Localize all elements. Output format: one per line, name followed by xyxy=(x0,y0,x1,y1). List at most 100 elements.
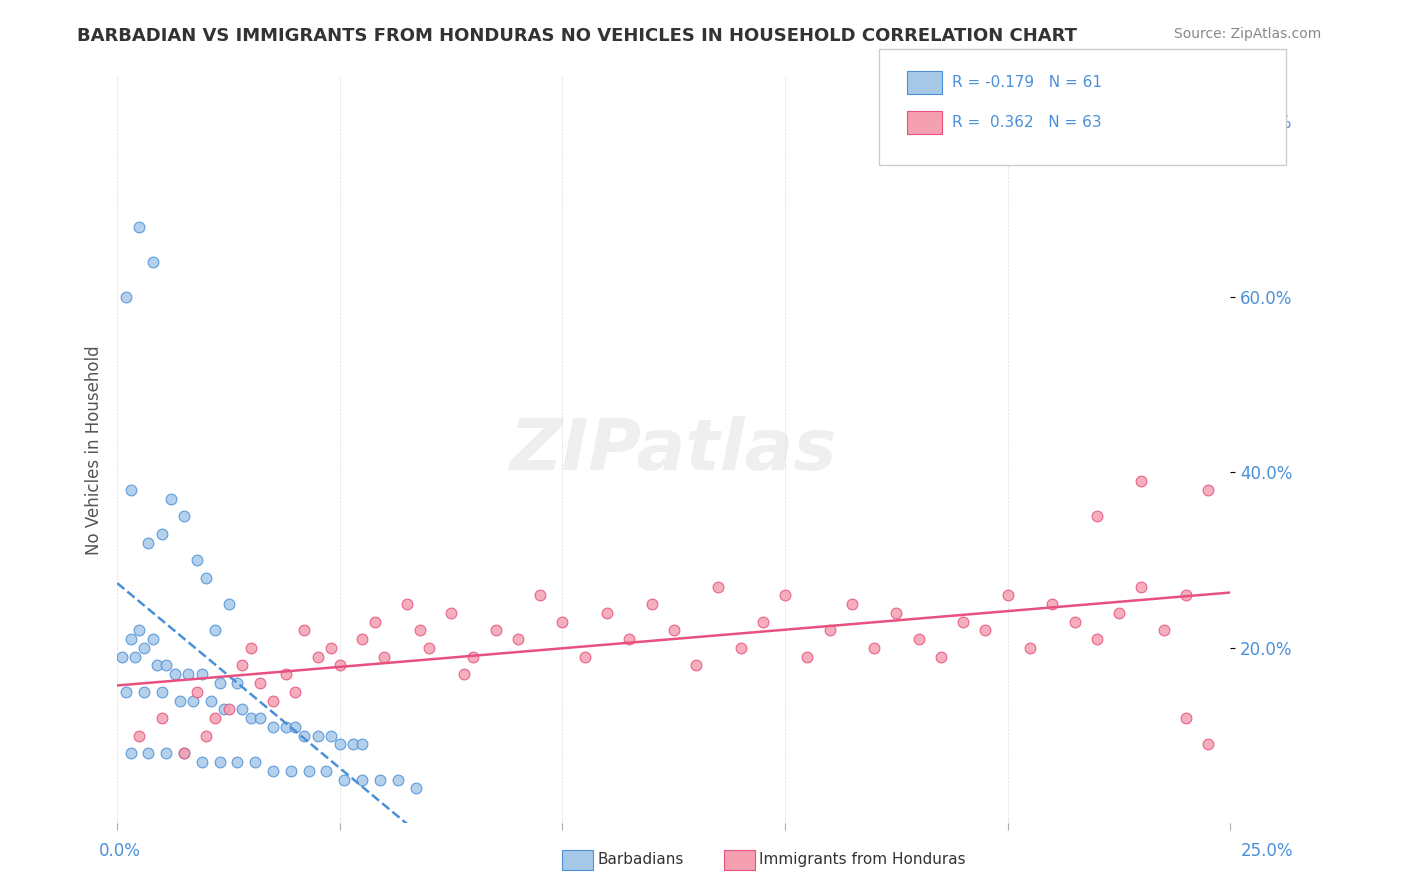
Point xyxy=(212,702,235,716)
Point xyxy=(364,615,387,629)
Point xyxy=(195,729,218,743)
Point xyxy=(1174,588,1197,602)
Text: Immigrants from Honduras: Immigrants from Honduras xyxy=(759,853,966,867)
Text: ZIPatlas: ZIPatlas xyxy=(510,416,838,485)
Point xyxy=(292,729,315,743)
Point xyxy=(226,755,249,769)
Point xyxy=(208,755,231,769)
Point xyxy=(284,720,307,734)
Point xyxy=(120,632,142,647)
Point xyxy=(138,746,160,760)
Point xyxy=(1019,640,1042,655)
Point xyxy=(208,676,231,690)
Point xyxy=(262,693,284,707)
Point xyxy=(387,772,409,787)
Point xyxy=(463,649,485,664)
Point xyxy=(292,624,315,638)
Text: 25.0%: 25.0% xyxy=(1241,842,1294,860)
Point xyxy=(685,658,707,673)
Point xyxy=(307,729,329,743)
Point xyxy=(952,615,974,629)
Point xyxy=(730,640,752,655)
Point xyxy=(195,571,218,585)
Point xyxy=(886,606,908,620)
Point xyxy=(574,649,596,664)
Point xyxy=(395,597,418,611)
Point xyxy=(319,640,342,655)
Point xyxy=(231,702,253,716)
Point xyxy=(231,658,253,673)
Point xyxy=(485,624,508,638)
Point xyxy=(120,746,142,760)
Point xyxy=(333,772,356,787)
Point xyxy=(409,624,432,638)
Point xyxy=(280,764,302,778)
Point xyxy=(128,219,150,234)
Point xyxy=(276,667,298,681)
Point xyxy=(1153,624,1175,638)
Point xyxy=(191,755,214,769)
Point xyxy=(132,640,155,655)
Point xyxy=(1063,615,1085,629)
Point xyxy=(138,535,160,549)
Point xyxy=(284,685,307,699)
Text: Source: ZipAtlas.com: Source: ZipAtlas.com xyxy=(1174,27,1322,41)
Point xyxy=(276,720,298,734)
Point xyxy=(1130,580,1153,594)
Point xyxy=(506,632,529,647)
Point xyxy=(1197,483,1219,497)
Point xyxy=(159,491,181,506)
Point xyxy=(150,526,173,541)
Point xyxy=(1085,632,1108,647)
Point xyxy=(841,597,863,611)
Point xyxy=(249,676,271,690)
Text: R =  0.362   N = 63: R = 0.362 N = 63 xyxy=(952,115,1101,129)
Point xyxy=(177,667,200,681)
Point xyxy=(128,729,150,743)
Point xyxy=(186,553,208,567)
Point xyxy=(200,693,222,707)
Point xyxy=(997,588,1019,602)
Point xyxy=(245,755,267,769)
Point xyxy=(1130,474,1153,488)
Text: 0.0%: 0.0% xyxy=(98,842,141,860)
Point xyxy=(818,624,841,638)
Point xyxy=(368,772,391,787)
Point xyxy=(863,640,886,655)
Point xyxy=(146,658,169,673)
Point xyxy=(1085,509,1108,524)
Point xyxy=(150,685,173,699)
Point xyxy=(142,632,165,647)
Point xyxy=(1174,711,1197,725)
Point xyxy=(165,667,187,681)
Point xyxy=(142,254,165,268)
Point xyxy=(173,746,195,760)
Point xyxy=(418,640,440,655)
Point xyxy=(342,738,364,752)
Point xyxy=(239,711,262,725)
Point xyxy=(315,764,337,778)
Point xyxy=(262,764,284,778)
Point xyxy=(707,580,730,594)
Point xyxy=(974,624,997,638)
Point xyxy=(128,624,150,638)
Point xyxy=(453,667,475,681)
Point xyxy=(173,746,195,760)
Point xyxy=(1197,738,1219,752)
Point xyxy=(155,658,177,673)
Point xyxy=(551,615,574,629)
Point xyxy=(155,746,177,760)
Point xyxy=(907,632,929,647)
Text: R = -0.179   N = 61: R = -0.179 N = 61 xyxy=(952,75,1102,89)
Point xyxy=(132,685,155,699)
Point xyxy=(352,772,374,787)
Point xyxy=(319,729,342,743)
Point xyxy=(1040,597,1063,611)
Point xyxy=(529,588,551,602)
Y-axis label: No Vehicles in Household: No Vehicles in Household xyxy=(86,345,103,556)
Point xyxy=(440,606,463,620)
Point xyxy=(181,693,204,707)
Point xyxy=(752,615,775,629)
Point xyxy=(111,649,134,664)
Point xyxy=(352,632,374,647)
